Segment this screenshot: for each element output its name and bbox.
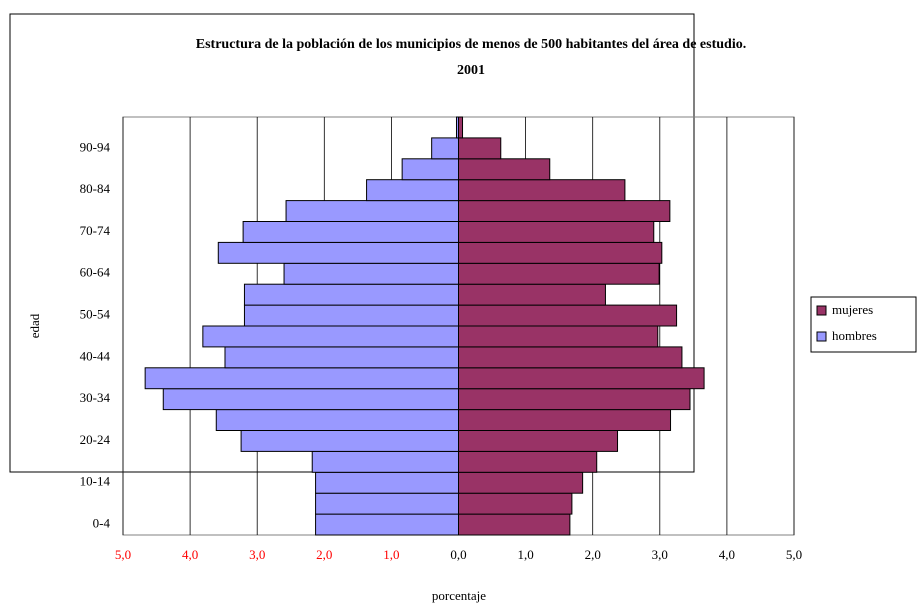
bar (431, 137, 460, 160)
y-tick-label: 0-4 (93, 516, 111, 531)
legend-swatch (816, 331, 827, 342)
y-tick-label: 70-74 (80, 223, 111, 238)
bar (242, 221, 459, 243)
y-tick-label: 80-84 (80, 181, 111, 196)
bar (311, 450, 459, 473)
y-tick-label: 30-34 (80, 390, 111, 405)
chart-title: Estructura de la población de los munici… (196, 37, 746, 52)
bar (458, 179, 626, 202)
x-tick-label: 3,0 (249, 547, 265, 562)
bar (458, 513, 571, 536)
bar (458, 325, 659, 348)
bar (458, 492, 573, 515)
bar (458, 367, 705, 390)
y-tick-label: 90-94 (80, 139, 111, 154)
x-tick-label: 0,0 (450, 547, 466, 562)
bar (458, 304, 678, 327)
x-axis-label: porcentaje (432, 588, 486, 603)
bar (458, 262, 660, 285)
bar (366, 179, 459, 202)
bar (224, 346, 459, 369)
y-tick-label: 50-54 (80, 307, 111, 322)
bar (455, 116, 459, 139)
x-tick-label: 4,0 (719, 547, 735, 562)
bar (202, 325, 459, 348)
bar (240, 430, 459, 452)
x-tick-label: 2,0 (316, 547, 332, 562)
bar (458, 409, 672, 432)
bar (458, 221, 655, 243)
x-tick-label: 4,0 (182, 547, 198, 562)
bar (458, 430, 619, 452)
bar (458, 450, 598, 473)
bar (283, 262, 460, 285)
x-tick-label: 5,0 (786, 547, 802, 562)
legend-swatch (816, 305, 827, 316)
bar (217, 241, 459, 264)
bar (162, 388, 459, 411)
bar (458, 346, 683, 369)
bar (243, 283, 459, 306)
x-tick-label: 1,0 (517, 547, 533, 562)
bar (458, 241, 663, 264)
bar (144, 367, 459, 390)
bar (458, 116, 464, 139)
x-tick-label: 2,0 (585, 547, 601, 562)
bar (458, 137, 502, 160)
x-tick-label: 5,0 (115, 547, 131, 562)
bar (315, 513, 459, 536)
y-tick-label: 60-64 (80, 265, 111, 280)
bar (215, 409, 459, 432)
bar (315, 492, 459, 515)
bar (458, 283, 606, 306)
chart-subtitle: 2001 (457, 63, 485, 78)
bar (458, 388, 691, 411)
bar (243, 304, 459, 327)
x-tick-label: 1,0 (383, 547, 399, 562)
bar (285, 200, 460, 223)
bar (458, 471, 584, 494)
bar (401, 158, 459, 181)
legend (810, 296, 917, 353)
y-tick-label: 20-24 (80, 432, 111, 447)
legend-label: hombres (832, 328, 877, 343)
y-tick-label: 10-14 (80, 474, 111, 489)
bar (458, 200, 671, 223)
bar (458, 158, 551, 181)
y-axis-label: edad (27, 313, 42, 338)
legend-label: mujeres (832, 302, 873, 317)
x-tick-label: 3,0 (652, 547, 668, 562)
y-tick-label: 40-44 (80, 348, 111, 363)
bar (315, 471, 459, 494)
